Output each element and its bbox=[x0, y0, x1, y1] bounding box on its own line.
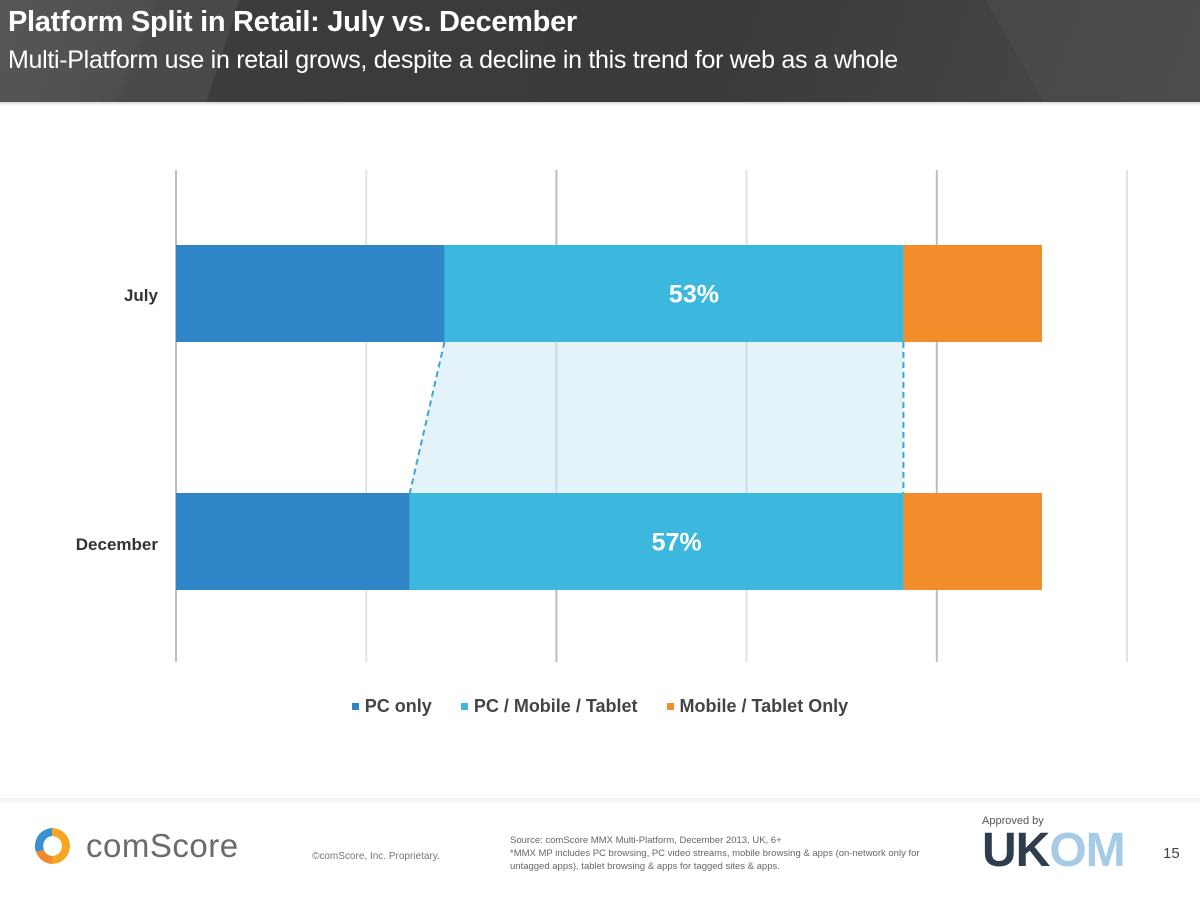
legend-item-mobile-only: Mobile / Tablet Only bbox=[666, 696, 849, 717]
slide-header: Platform Split in Retail: July vs. Decem… bbox=[0, 0, 1200, 102]
comscore-logo-icon bbox=[34, 828, 70, 864]
legend-item-pc-only: PC only bbox=[351, 696, 432, 717]
slide-title: Platform Split in Retail: July vs. Decem… bbox=[8, 6, 577, 38]
comscore-logo: comScore bbox=[32, 826, 239, 866]
bar-december-pc-mobile-tablet bbox=[409, 493, 904, 590]
bar-july-mobile-tablet-only bbox=[903, 245, 1042, 342]
data-label-july: 53% bbox=[669, 281, 719, 309]
growth-connector-left-dash bbox=[408, 341, 446, 494]
stacked-bar-chart: 53% 57% bbox=[175, 170, 1128, 662]
source-footnote: *MMX MP includes PC browsing, PC video s… bbox=[510, 848, 920, 872]
chart-legend: PC only PC / Mobile / Tablet Mobile / Ta… bbox=[0, 694, 1200, 717]
slide-subtitle: Multi-Platform use in retail grows, desp… bbox=[8, 46, 898, 74]
category-label-july: July bbox=[123, 286, 158, 305]
ukom-badge: Approved by UKOM bbox=[982, 815, 1126, 877]
legend-label: Mobile / Tablet Only bbox=[679, 696, 849, 716]
bar-july-pc-mobile-tablet bbox=[444, 245, 904, 342]
legend-swatch-multi-platform bbox=[460, 703, 468, 710]
category-label-december: December bbox=[75, 535, 158, 554]
copyright-text: ©comScore, Inc. Proprietary. bbox=[312, 851, 440, 862]
bar-july-pc-only bbox=[176, 245, 445, 342]
growth-connector-area bbox=[409, 342, 904, 493]
header-shadow bbox=[0, 102, 1200, 106]
legend-swatch-pc-only bbox=[351, 703, 359, 710]
approved-by-label: Approved by bbox=[982, 815, 1044, 827]
legend-swatch-mobile-only bbox=[666, 703, 674, 710]
bar-december-mobile-tablet-only bbox=[903, 493, 1042, 590]
legend-label: PC only bbox=[364, 696, 432, 716]
data-label-december: 57% bbox=[652, 529, 702, 557]
ukom-logo-uk: UK bbox=[982, 824, 1050, 877]
comscore-logo-text: comScore bbox=[86, 827, 239, 864]
source-line: Source: comScore MMX Multi-Platform, Dec… bbox=[510, 835, 782, 846]
bar-december-pc-only bbox=[176, 493, 410, 590]
source-note: Source: comScore MMX Multi-Platform, Dec… bbox=[510, 834, 950, 873]
footer-divider bbox=[0, 798, 1200, 804]
ukom-logo: UKOM bbox=[982, 824, 1126, 877]
legend-item-multi-platform: PC / Mobile / Tablet bbox=[460, 696, 638, 717]
page-number: 15 bbox=[1163, 845, 1180, 862]
legend-label: PC / Mobile / Tablet bbox=[473, 696, 638, 716]
ukom-logo-om: OM bbox=[1049, 824, 1125, 877]
